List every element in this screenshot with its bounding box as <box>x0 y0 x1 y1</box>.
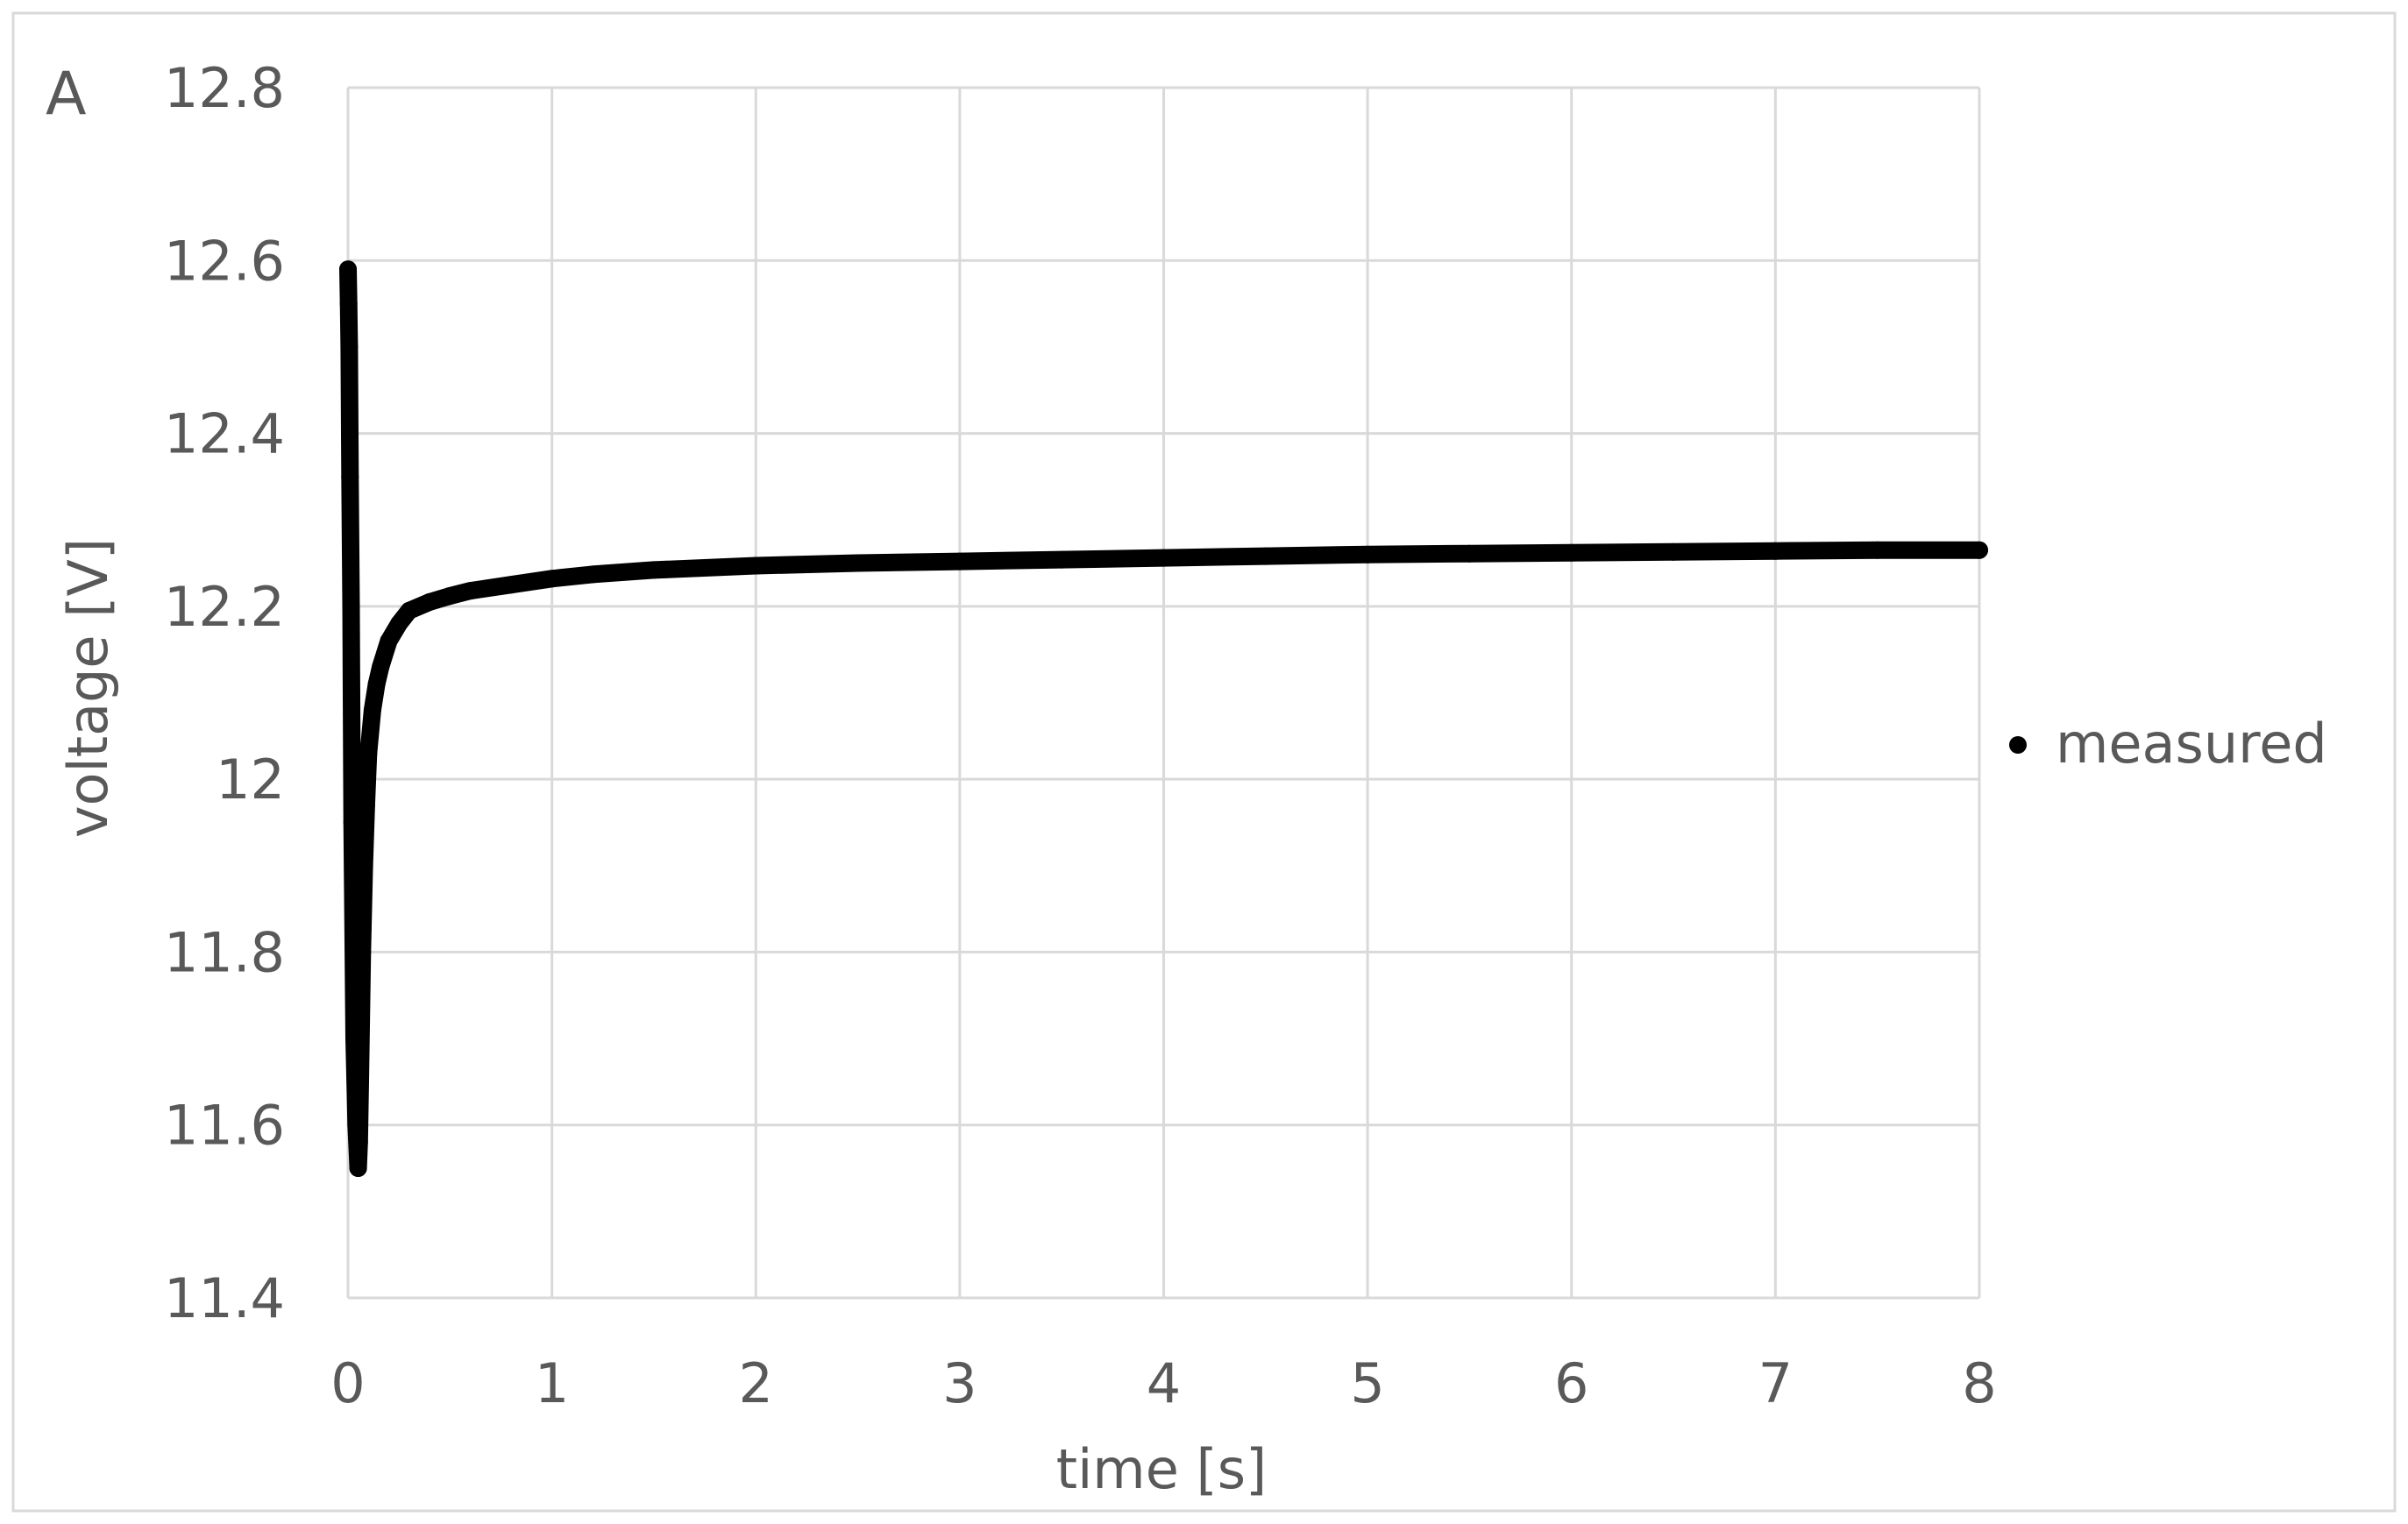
data-point-0-6 <box>345 1030 363 1048</box>
y-tick-label-5: 12.4 <box>164 402 285 466</box>
data-point-0-29 <box>849 554 867 572</box>
legend-label-measured: measured <box>2056 712 2327 776</box>
data-point-0-16 <box>367 675 386 693</box>
data-point-0-30 <box>950 552 969 571</box>
x-tick-label-3: 3 <box>942 1351 977 1415</box>
data-point-0-12 <box>355 856 373 875</box>
data-point-0-34 <box>1359 545 1377 564</box>
data-point-0-18 <box>380 632 398 650</box>
data-point-0-11 <box>353 943 372 961</box>
x-tick-label-6: 6 <box>1554 1351 1588 1415</box>
data-point-0-17 <box>372 657 390 676</box>
data-point-0-24 <box>502 576 521 594</box>
x-tick-label-8: 8 <box>1962 1351 1996 1415</box>
data-point-0-10 <box>352 1073 369 1091</box>
data-point-0-1 <box>339 294 358 313</box>
data-point-0-35 <box>1460 544 1479 563</box>
y-tick-label-6: 12.6 <box>164 229 285 293</box>
series-layer <box>339 260 1988 1177</box>
legend-marker-measured <box>2009 736 2027 754</box>
data-point-0-36 <box>1562 543 1580 562</box>
data-point-0-7 <box>347 1116 366 1134</box>
y-tick-label-2: 11.8 <box>164 920 285 984</box>
x-tick-label-4: 4 <box>1147 1351 1181 1415</box>
data-point-0-5 <box>343 813 361 832</box>
y-tick-labels: 11.4 11.6 11.8 12 12.2 12.4 12.6 12.8 <box>164 56 285 1330</box>
y-axis-label: voltage [V] <box>56 538 120 838</box>
data-point-0-23 <box>461 582 479 600</box>
x-tick-label-1: 1 <box>535 1351 569 1415</box>
y-tick-label-7: 12.8 <box>164 56 285 120</box>
data-point-0-28 <box>747 556 765 575</box>
x-axis-label: time [s] <box>1056 1437 1267 1501</box>
chart-border <box>11 11 2397 1513</box>
y-tick-label-4: 12.2 <box>164 575 285 639</box>
data-point-0-15 <box>363 701 381 719</box>
legend: measured <box>2009 712 2327 776</box>
data-point-0-20 <box>400 601 418 620</box>
data-point-0-2 <box>340 337 359 356</box>
data-point-0-22 <box>441 587 459 605</box>
data-point-0-32 <box>1154 549 1173 567</box>
data-point-0-33 <box>1256 547 1275 565</box>
x-tick-label-0: 0 <box>330 1351 365 1415</box>
x-tick-label-2: 2 <box>739 1351 773 1415</box>
data-point-0-9 <box>350 1133 368 1152</box>
x-tick-label-7: 7 <box>1758 1351 1793 1415</box>
y-tick-label-1: 11.6 <box>164 1094 285 1158</box>
data-point-0-27 <box>644 561 663 579</box>
data-point-0-14 <box>359 744 378 762</box>
data-point-0-4 <box>342 597 360 615</box>
data-point-0-26 <box>584 565 602 584</box>
data-point-0-3 <box>341 467 359 486</box>
y-tick-label-3: 12 <box>216 748 285 812</box>
data-point-0-21 <box>421 592 439 611</box>
data-point-0-39 <box>1868 541 1886 559</box>
data-point-0-13 <box>357 796 375 814</box>
data-point-0-25 <box>543 570 561 588</box>
data-point-0-31 <box>1053 550 1071 569</box>
x-tick-label-5: 5 <box>1350 1351 1384 1415</box>
data-point-0-0 <box>339 260 357 279</box>
data-point-0-37 <box>1665 542 1683 561</box>
data-point-0-19 <box>390 614 408 633</box>
data-point-0-38 <box>1766 542 1785 560</box>
y-tick-label-0: 11.4 <box>164 1266 285 1330</box>
data-point-0-40 <box>1971 541 1988 559</box>
x-tick-labels: 0 1 2 3 4 5 6 7 8 <box>330 1351 1996 1415</box>
panel-label: A <box>46 60 87 129</box>
data-point-0-8 <box>349 1159 367 1177</box>
